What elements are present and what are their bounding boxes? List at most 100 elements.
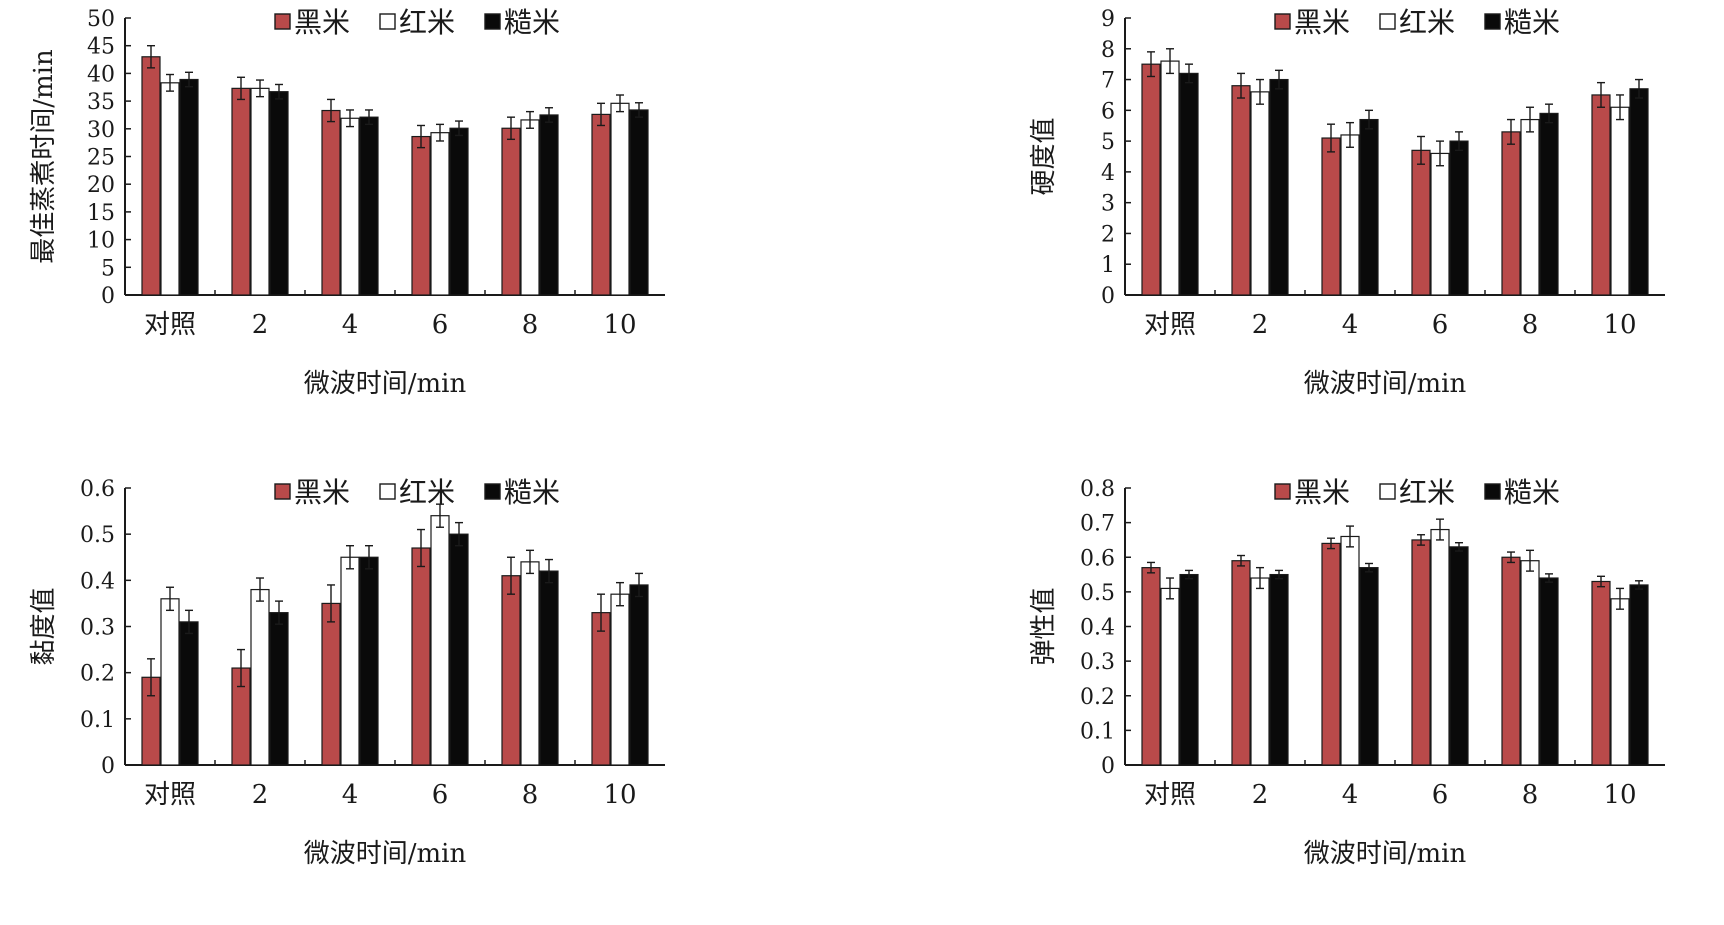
x-tick-label: 对照 <box>144 310 196 340</box>
y-tick-label: 3 <box>1101 192 1115 217</box>
y-tick-label: 0.2 <box>80 662 115 687</box>
legend-label: 红米 <box>399 476 455 509</box>
x-tick-label: 10 <box>603 310 636 340</box>
bar <box>1430 528 1450 766</box>
x-tick-label: 2 <box>252 780 269 810</box>
bar <box>1160 587 1180 766</box>
bar <box>539 114 559 296</box>
y-tick-label: 0.3 <box>80 616 115 641</box>
legend-label: 糙米 <box>1504 476 1560 509</box>
legend-swatch <box>379 13 396 30</box>
bar <box>430 515 450 766</box>
legend-swatch <box>1484 483 1501 500</box>
legend-label: 红米 <box>1399 476 1455 509</box>
bar <box>1449 546 1469 766</box>
bar <box>1501 131 1521 296</box>
y-tick-label: 0.4 <box>80 569 115 594</box>
y-tick-label: 4 <box>1101 161 1115 186</box>
x-tick-label: 8 <box>1522 310 1539 340</box>
bar <box>1411 539 1431 766</box>
x-tick-label: 对照 <box>144 780 196 810</box>
bar <box>179 621 199 766</box>
chart-svg: 0 0.1 0.2 0.3 0.4 0.5 0.6 0.7 0.8 对照 2 4 6 8 10 弹性值微波时间… <box>1029 476 1665 869</box>
bar <box>269 612 289 766</box>
bar <box>1411 149 1431 296</box>
bar <box>539 570 559 766</box>
bar <box>610 102 630 296</box>
legend-label: 黑米 <box>294 6 350 39</box>
bar <box>1610 106 1630 296</box>
bar <box>160 598 180 766</box>
bar <box>1501 556 1521 766</box>
legend-label: 黑米 <box>1294 476 1350 509</box>
legend-swatch <box>274 483 291 500</box>
legend-label: 红米 <box>399 6 455 39</box>
x-tick-label: 6 <box>1432 310 1449 340</box>
bar <box>1141 567 1161 766</box>
x-tick-label: 6 <box>432 310 449 340</box>
bar <box>269 91 289 296</box>
bar <box>1250 91 1270 296</box>
bar <box>591 113 611 296</box>
bar <box>501 575 521 766</box>
chart-viscosity: 0 0.1 0.2 0.3 0.4 0.5 0.6 对照 2 4 6 8 10 黏度值 微波时间/min 黑米… <box>0 470 720 914</box>
bar <box>141 56 161 296</box>
chart-cooking-time: 0 5 10 15 20 25 30 35 40 45 50 对照 2 4 6 8 10 最佳蒸煮时间/min 微波… <box>0 0 720 444</box>
bar <box>1610 598 1630 766</box>
x-tick-label: 8 <box>1522 780 1539 810</box>
bar <box>1141 63 1161 296</box>
bar <box>411 547 431 766</box>
y-tick-label: 5 <box>101 256 115 281</box>
bar <box>160 82 180 296</box>
x-axis-label: 微波时间/min <box>1304 839 1467 869</box>
bar <box>1449 140 1469 296</box>
legend-swatch <box>379 483 396 500</box>
y-tick-label: 2 <box>1101 222 1115 247</box>
legend-swatch <box>484 483 501 500</box>
bar <box>1179 72 1199 296</box>
y-tick-label: 7 <box>1101 69 1115 94</box>
bar <box>1359 567 1379 766</box>
y-tick-label: 0.3 <box>1080 650 1115 675</box>
y-tick-label: 20 <box>87 173 115 198</box>
x-tick-label: 6 <box>432 780 449 810</box>
legend-label: 黑米 <box>1294 6 1350 39</box>
bar <box>430 132 450 296</box>
bar <box>359 116 379 296</box>
y-axis-label: 硬度值 <box>1029 117 1059 195</box>
y-tick-label: 45 <box>87 35 115 60</box>
x-axis-label: 微波时间/min <box>304 839 467 869</box>
bar <box>520 119 540 296</box>
legend-label: 红米 <box>1399 6 1455 39</box>
bar <box>1160 60 1180 296</box>
x-tick-label: 8 <box>522 780 539 810</box>
bar <box>1340 134 1360 296</box>
y-tick-label: 35 <box>87 90 115 115</box>
bar <box>359 556 379 766</box>
y-tick-label: 6 <box>1101 99 1115 124</box>
bar <box>250 588 270 766</box>
y-tick-label: 40 <box>87 62 115 87</box>
bar <box>629 584 649 766</box>
y-tick-label: 0.6 <box>1080 546 1115 571</box>
bar <box>520 561 540 766</box>
y-tick-label: 0.5 <box>1080 581 1115 606</box>
x-tick-label: 4 <box>342 310 359 340</box>
y-tick-label: 10 <box>87 229 115 254</box>
x-tick-label: 对照 <box>1144 780 1196 810</box>
bar <box>610 593 630 766</box>
chart-hardness: 0 1 2 3 4 5 6 7 8 9 对照 2 4 6 8 10 硬度值 微波时间/min 黑米 红米 糙米 <box>1000 0 1720 444</box>
y-tick-label: 0.7 <box>1080 512 1115 537</box>
x-axis-label: 微波时间/min <box>304 369 467 399</box>
x-tick-label: 对照 <box>1144 310 1196 340</box>
bar <box>1539 577 1559 766</box>
bar <box>1629 88 1649 296</box>
legend-swatch <box>1274 483 1291 500</box>
bar <box>231 87 251 296</box>
bar <box>449 533 469 766</box>
x-axis-label: 微波时间/min <box>1304 369 1467 399</box>
bar <box>1340 535 1360 766</box>
legend-label: 糙米 <box>1504 6 1560 39</box>
bar <box>1321 542 1341 766</box>
